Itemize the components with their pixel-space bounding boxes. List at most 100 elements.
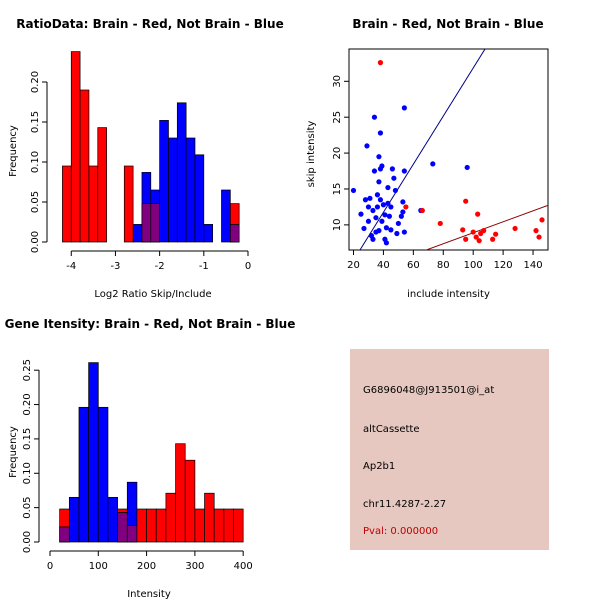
scatter-point-brain [536, 234, 542, 240]
scatter-x-tick-label: 40 [377, 260, 390, 271]
scatter-x-tick-label: 100 [464, 260, 483, 271]
intensity-bar-brain [184, 459, 196, 543]
scatter-y-tick-label: 30 [332, 75, 343, 88]
scatter-point-not-brain [370, 236, 376, 242]
ratio-y-tick-label: 0.10 [30, 151, 41, 173]
intensity-bar-overlap [126, 525, 138, 543]
intensity-bar-brain [165, 492, 176, 543]
intensity-y-axis-label: Frequency [8, 426, 19, 478]
scatter-plot-frame [348, 48, 549, 251]
scatter-x-tick-label: 60 [407, 260, 420, 271]
scatter-point-not-brain [377, 130, 384, 136]
intensity-bar-brain [146, 508, 157, 543]
ratio-x-tick-label: -1 [199, 261, 209, 272]
scatter-x-tick-label: 20 [347, 260, 360, 271]
scatter-point-not-brain [383, 225, 390, 231]
scatter-point-brain [539, 217, 545, 223]
ratio-x-tick-label: -3 [110, 261, 120, 272]
scatter-y-tick-label: 15 [332, 183, 343, 196]
intensity-bar-brain [59, 508, 70, 528]
intensity-bar-brain [223, 508, 234, 543]
ratio-bar-brain [79, 89, 90, 243]
intensity-bar-brain [194, 508, 205, 543]
ratio-y-tick-label: 0.20 [30, 71, 41, 93]
scatter-point-not-brain [388, 227, 394, 233]
ratio-bar-not-brain [194, 154, 205, 243]
scatter-point-not-brain [382, 212, 388, 218]
scatter-point-not-brain [386, 213, 392, 219]
ratio-x-tick-label: 0 [245, 261, 251, 272]
scatter-point-brain [403, 204, 409, 210]
scatter-point-brain [481, 228, 487, 234]
scatter-point-not-brain [395, 220, 401, 227]
intensity-title: Gene Itensity: Brain - Red, Not Brain - … [5, 317, 296, 331]
intensity-x-tick-label: 100 [89, 561, 108, 572]
scatter-point-not-brain [379, 163, 385, 169]
scatter-x-axis-label: include intensity [407, 289, 490, 300]
ratio-bar-overlap [141, 203, 152, 243]
intensity-x-tick-label: 300 [185, 561, 204, 572]
intensity-bar-not-brain [78, 406, 89, 543]
scatter-point-not-brain [380, 202, 387, 208]
ratio-bar-not-brain [159, 120, 169, 243]
intensity-x-axis-label: Intensity [127, 589, 171, 600]
intensity-bar-not-brain [88, 362, 99, 543]
intensity-bar-brain [213, 508, 225, 543]
scatter-point-not-brain [383, 240, 390, 246]
ratio-bar-not-brain [185, 137, 196, 243]
scatter-point-not-brain [394, 230, 400, 237]
scatter-point-brain [470, 229, 476, 235]
intensity-y-tick-label: 0.10 [22, 462, 33, 484]
ratio-title: RatioData: Brain - Red, Not Brain - Blue [16, 17, 283, 31]
ratio-y-tick-label: 0.00 [30, 231, 41, 253]
ratio-bar-brain [123, 165, 134, 243]
ratio-bar-brain [97, 127, 107, 243]
scatter-point-not-brain [392, 187, 398, 194]
scatter-point-brain [463, 198, 469, 204]
ratio-bar-brain [88, 165, 99, 243]
ratio-bar-not-brain [176, 102, 187, 243]
scatter-point-not-brain [371, 114, 378, 120]
scatter-point-brain [493, 231, 499, 237]
event-type-text: altCassette [363, 424, 420, 435]
intensity-bar-brain [175, 443, 186, 543]
intensity-bar-brain [204, 492, 215, 543]
scatter-point-not-brain [389, 166, 395, 172]
ratio-y-tick-label: 0.05 [30, 191, 41, 213]
scatter-point-not-brain [376, 154, 382, 160]
scatter-fit-line-brain-fit [424, 204, 548, 250]
scatter-point-not-brain [401, 105, 407, 111]
intensity-bar-not-brain [97, 406, 109, 543]
scatter-y-tick-label: 10 [332, 219, 343, 232]
scatter-point-not-brain [379, 218, 385, 224]
ratio-bar-overlap [150, 203, 160, 243]
scatter-point-not-brain [374, 192, 381, 198]
scatter-point-not-brain [376, 228, 382, 234]
scatter-point-not-brain [373, 215, 379, 221]
scatter-x-tick-label: 120 [494, 260, 513, 271]
ratio-bar-overlap [229, 224, 240, 243]
scatter-point-brain [460, 227, 466, 233]
intensity-y-tick-label: 0.15 [22, 428, 33, 450]
scatter-point-not-brain [400, 199, 406, 205]
intensity-bar-brain [233, 508, 244, 543]
intensity-x-tick-label: 0 [47, 561, 53, 572]
scatter-point-brain [419, 207, 425, 214]
scatter-point-not-brain [430, 161, 436, 167]
intensity-y-tick-label: 0.25 [22, 359, 33, 381]
scatter-point-brain [533, 228, 539, 234]
intensity-y-tick-label: 0.05 [22, 497, 33, 519]
intensity-bar-brain [117, 508, 128, 513]
intensity-y-tick-label: 0.20 [22, 393, 33, 415]
ratio-bar-not-brain [168, 137, 178, 243]
scatter-point-brain [475, 211, 481, 217]
info-panel: G6896048@J913501@i_at altCassette Ap2b1 … [350, 349, 549, 550]
scatter-point-not-brain [401, 168, 407, 174]
scatter-point-not-brain [365, 218, 372, 224]
scatter-point-not-brain [377, 197, 384, 203]
intensity-y-tick-label: 0.00 [22, 531, 33, 553]
scatter-point-brain [377, 60, 384, 66]
scatter-point-not-brain [358, 211, 364, 217]
scatter-point-brain [463, 236, 469, 242]
